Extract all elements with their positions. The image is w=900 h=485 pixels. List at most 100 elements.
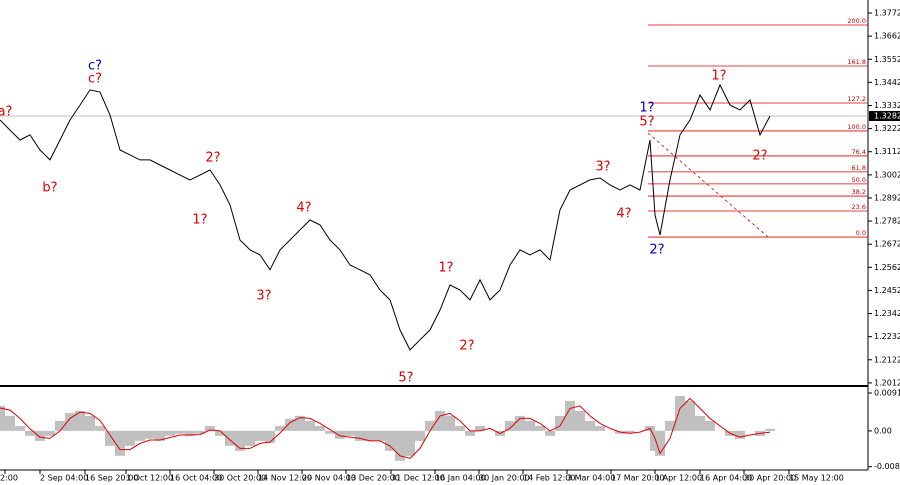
histogram-bar [375,430,385,441]
wave-label: 2? [649,242,664,257]
y-tick-label: 1.2342 [874,309,900,318]
x-tick-label: 2:00 [0,474,18,483]
histogram-bar [525,420,535,431]
y-tick-label: 1.2562 [874,263,900,272]
histogram-bar [0,405,5,431]
histogram-bar [255,430,265,441]
histogram-bar [575,410,585,431]
wave-label: c? [88,58,102,73]
histogram-bar [515,415,525,431]
histogram-bar [475,425,485,431]
histogram-bar [545,430,555,436]
histogram-bar [675,395,685,431]
y-tick-label: 1.3662 [874,32,900,41]
histogram-bar [765,428,775,431]
histogram-bar [205,425,215,431]
y-tick-label: 1.3222 [874,124,900,133]
y-tick-label: 1.3112 [874,147,900,156]
y-tick-label: 1.3552 [874,55,900,64]
x-tick-label: 14 Feb 12:00 [523,474,575,483]
fib-level-label: 23.6 [852,203,866,211]
histogram-bar [185,430,195,436]
fib-level-label: 161.8 [847,58,866,66]
histogram-bar [35,430,45,441]
histogram-bar [225,430,235,446]
x-tick-label: 31 Dec 12:00 [391,474,445,483]
wave-label: b? [42,180,57,195]
wave-label: 2? [205,151,220,166]
histogram-bar [315,425,325,431]
histogram-bar [685,400,695,431]
histogram-bar [365,430,375,441]
fib-level-label: 0.0 [856,229,866,237]
x-tick-label: 30 Apr 20:00 [744,474,796,483]
histogram-bar [595,425,605,431]
y-tick-label: 0.00 [874,426,892,435]
fib-level-label: 76.4 [852,148,866,156]
histogram-bar [505,420,515,431]
histogram-bar [445,415,455,431]
y-tick-label: 1.3002 [874,170,900,179]
histogram-bar [75,410,85,431]
wave-label: 3? [595,160,610,175]
histogram-bar [15,425,25,431]
y-tick-label: 1.3772 [874,9,900,18]
histogram-bar [5,415,15,431]
fib-level-label: 127.2 [847,95,866,103]
histogram-bar [415,430,425,441]
wave-label: 2? [752,148,767,163]
fib-level-label: 200.0 [847,17,866,25]
y-tick-label: 1.2012 [874,378,900,387]
current-price-box [869,111,900,122]
histogram-bar [465,430,475,436]
histogram-bar [705,420,715,431]
histogram-bar [295,415,305,431]
x-tick-label: 30 Oct 20:00 [214,474,266,483]
histogram-bar [275,425,285,431]
histogram-bar [55,420,65,431]
fib-trend-line [647,132,769,238]
histogram-bar [215,430,225,436]
histogram-bar [555,415,565,431]
histogram-bar [355,430,365,441]
y-tick-label: 1.2782 [874,217,900,226]
histogram-bar [435,410,445,431]
x-tick-label: 14 Nov 12:00 [258,474,312,483]
histogram-bar [155,430,165,441]
histogram-bar [335,430,345,439]
x-tick-label: 30 Jan 20:00 [479,474,530,483]
x-tick-label: 16 Apr 04:00 [700,474,752,483]
wave-label: 1? [192,213,207,228]
fib-level-label: 61.8 [852,164,866,172]
y-tick-label: 1.2122 [874,355,900,364]
histogram-bar [425,420,435,431]
y-tick-label: 1.2672 [874,240,900,249]
x-tick-label: 16 Sep 20:00 [85,474,138,483]
histogram-bar [305,420,315,431]
y-tick-label: -0.0086 [874,462,900,471]
x-tick-label: 13 Dec 20:00 [346,474,400,483]
x-tick-label: 29 Nov 04:00 [302,474,356,483]
x-tick-label: 17 Mar 20:00 [611,474,664,483]
histogram-bar [115,430,125,456]
y-tick-label: 0.0091 [874,388,900,397]
histogram-bar [85,415,95,431]
histogram-bar [585,420,595,431]
x-tick-label: 1 Apr 12:00 [655,474,702,483]
y-tick-label: 1.2892 [874,193,900,202]
histogram-bar [665,420,675,431]
histogram-bar [105,430,115,446]
x-tick-label: 16 Oct 04:00 [170,474,222,483]
histogram-bar [345,430,355,436]
histogram-bar [655,430,665,456]
histogram-bar [195,430,205,434]
histogram-bar [325,430,335,434]
histogram-bar [265,430,275,443]
histogram-bar [165,430,175,436]
y-tick-label: 1.2452 [874,286,900,295]
wave-label: 2? [459,338,474,353]
histogram-bar [245,430,255,446]
y-tick-label: 1.3332 [874,101,900,110]
fib-level-label: 100.0 [847,123,866,131]
